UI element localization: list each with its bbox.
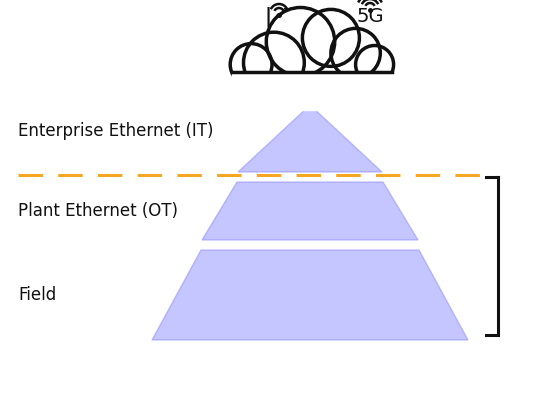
Bar — [232, 72, 392, 110]
Polygon shape — [238, 105, 382, 172]
Circle shape — [243, 32, 304, 93]
Text: T: T — [284, 8, 296, 26]
Circle shape — [267, 8, 335, 76]
Text: 5G: 5G — [356, 8, 384, 26]
Circle shape — [302, 9, 359, 66]
Text: Enterprise Ethernet (IT): Enterprise Ethernet (IT) — [18, 122, 213, 140]
Text: o: o — [274, 10, 284, 26]
Text: |: | — [264, 7, 272, 27]
Circle shape — [230, 44, 272, 85]
Circle shape — [356, 46, 394, 84]
Polygon shape — [202, 182, 418, 240]
Circle shape — [331, 28, 380, 78]
Text: Plant Ethernet (OT): Plant Ethernet (OT) — [18, 202, 178, 220]
Text: Field: Field — [18, 286, 56, 304]
Polygon shape — [152, 250, 468, 340]
